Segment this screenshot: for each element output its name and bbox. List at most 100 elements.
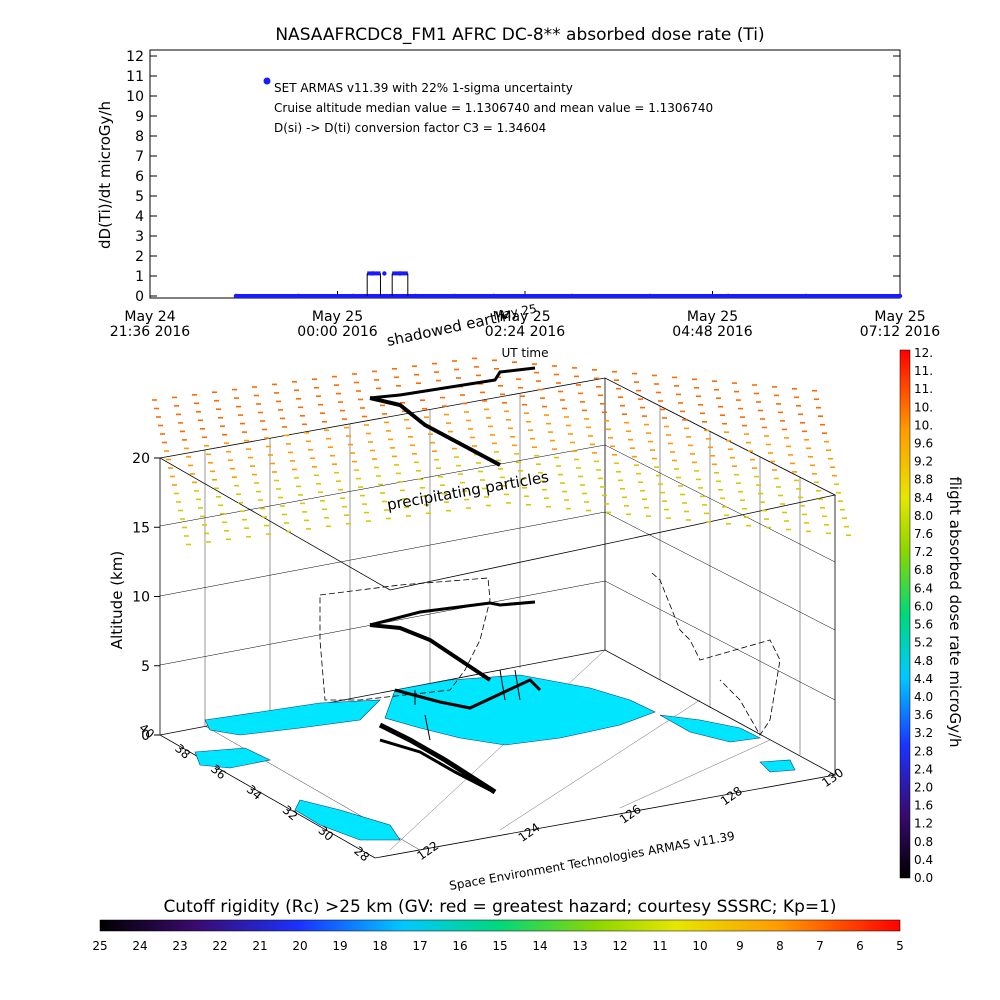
altitude-tick-label: 0 (141, 728, 150, 744)
dose-colorbar-tick-label: 2.0 (914, 780, 933, 794)
landmass-china (204, 699, 381, 736)
rigidity-colorbar-tick-label: 24 (132, 939, 147, 953)
top-y-tick-label: 7 (135, 149, 144, 165)
dose-point (233, 293, 239, 299)
rigidity-colorbar (99, 919, 901, 932)
annotation-precipitating-particles: precipitating particles (386, 468, 551, 514)
latitude-tick-label: 40 (136, 721, 157, 742)
dose-colorbar-tick-label: 8.4 (914, 491, 933, 505)
dose-colorbar-tick-label: 4.8 (914, 654, 933, 668)
rigidity-colorbar-tick-label: 6 (856, 939, 864, 953)
dose-colorbar-tick-label: 0.4 (914, 853, 933, 867)
track-projection-right (651, 572, 781, 736)
dose-colorbar-tick-label: 3.2 (914, 726, 933, 740)
dose-colorbar-tick-label: 7.2 (914, 545, 933, 559)
dose-colorbar-tick-label: 6.8 (914, 563, 933, 577)
dose-colorbar-tick-label: 6.0 (914, 599, 933, 613)
longitude-tick-label: 128 (718, 784, 745, 809)
rigidity-colorbar-tick-label: 8 (776, 939, 784, 953)
dose-colorbar-tick-label: 5.2 (914, 636, 933, 650)
dose-point (491, 293, 496, 299)
dose-colorbar-tick-label: 1.6 (914, 799, 933, 813)
legend-marker (263, 77, 271, 85)
longitude-tick-label: 126 (617, 802, 644, 827)
rigidity-colorbar-ticks: 25 24 23 22 21 20 19 18 17 16 15 14 13 12 11 10 9 8 7 6 5 (92, 939, 903, 953)
annotation-3: D(si) -> D(ti) conversion factor C3 = 1.… (274, 121, 546, 135)
top-x-tick-label: 04:48 2016 (672, 324, 753, 340)
rigidity-colorbar-tick-label: 23 (172, 939, 187, 953)
top-y-tick-label: 12 (126, 49, 144, 65)
dose-point (725, 293, 731, 299)
altitude-tick-label: 15 (132, 520, 150, 536)
top-x-tick-label: May 25 (874, 309, 925, 325)
dose-point (296, 293, 301, 299)
dose-point (382, 271, 387, 276)
rigidity-colorbar-tick-label: 22 (212, 939, 227, 953)
top-y-tick-label: 3 (135, 229, 144, 245)
dose-colorbar-tick-label: 11. (914, 364, 933, 378)
dose-colorbar-tick-label: 10. (914, 400, 933, 414)
dose-colorbar-tick-label: 11. (914, 382, 933, 396)
annotation-1: SET ARMAS v11.39 with 22% 1-sigma uncert… (274, 81, 573, 95)
precipitating-particles-field (152, 357, 851, 546)
dose-colorbar-tick-label: 1.2 (914, 817, 933, 831)
dose-colorbar-tick-label: 9.6 (914, 437, 933, 451)
latitude-tick-label: 34 (244, 782, 265, 803)
top-x-tick-label: May 24 (124, 309, 175, 325)
top-y-tick-label: 11 (126, 69, 144, 85)
chart-title: NASAAFRCDC8_FM1 AFRC DC-8** absorbed dos… (275, 25, 764, 45)
rigidity-colorbar-tick-label: 12 (612, 939, 627, 953)
altitude-axis: 0 5 10 15 20 (132, 451, 160, 744)
dose-colorbar-ticks: 0.0 0.4 0.8 1.2 1.6 2.0 2.4 2.8 3.2 3.6 4.0 4.4 4.8 5… (914, 346, 933, 885)
rigidity-colorbar-tick-label: 14 (532, 939, 547, 953)
rigidity-colorbar-tick-label: 7 (816, 939, 824, 953)
dose-point (350, 293, 356, 299)
top-y-tick-label: 1 (135, 269, 144, 285)
rigidity-colorbar-tick-label: 9 (736, 939, 744, 953)
rigidity-colorbar-tick-label: 17 (412, 939, 427, 953)
annotation-2: Cruise altitude median value = 1.1306740… (274, 101, 713, 115)
landmass-south (294, 799, 401, 841)
top-x-tick-label: May 25 (687, 309, 738, 325)
top-y-tick-label: 0 (135, 289, 144, 305)
top-y-tick-label: 4 (135, 209, 144, 225)
dose-point (413, 293, 418, 299)
dose-colorbar-tick-label: 10. (914, 418, 933, 432)
flight-track-vertical (414, 669, 521, 741)
dose-point (804, 293, 809, 299)
rigidity-colorbar-tick-label: 21 (252, 939, 267, 953)
annotation-shadowed-earth: shadowed earth (385, 307, 507, 350)
top-x-tick-label: May 25 (499, 309, 550, 325)
dose-colorbar-tick-label: 8.0 (914, 509, 933, 523)
latitude-tick-label: 38 (172, 741, 193, 762)
flight-track-3d (369, 366, 542, 795)
altitude-tick-label: 10 (132, 590, 150, 606)
rigidity-colorbar-tick-label: 19 (332, 939, 347, 953)
altitude-tick-label: 20 (132, 451, 150, 467)
top-y-tick-label: 5 (135, 189, 144, 205)
dose-point (647, 293, 653, 299)
top-x-tick-label: May 25 (312, 309, 363, 325)
dose-colorbar-tick-label: 2.8 (914, 744, 933, 758)
dose-colorbar-tick-label: 7.6 (914, 527, 933, 541)
track-projection-left (319, 577, 491, 701)
latitude-tick-label: 28 (351, 844, 372, 865)
dose-point (452, 293, 457, 299)
top-y-tick-label: 9 (135, 109, 144, 125)
dose-colorbar-tick-label: 0.0 (914, 871, 933, 885)
dose-colorbar-tick-label: 4.4 (914, 672, 933, 686)
dose-colorbar-tick-label: 0.8 (914, 835, 933, 849)
landmass-shore (194, 747, 271, 769)
top-x-tick-label: 21:36 2016 (110, 324, 191, 340)
top-x-tick-label: 07:12 2016 (860, 324, 941, 340)
dose-colorbar-tick-label: 6.4 (914, 581, 933, 595)
rigidity-colorbar-label: Cutoff rigidity (Rc) >25 km (GV: red = g… (163, 897, 836, 917)
rigidity-colorbar-tick-label: 15 (492, 939, 507, 953)
dose-colorbar-tick-label: 8.8 (914, 473, 933, 487)
longitude-tick-label: 122 (415, 838, 442, 863)
top-x-tick-label: 00:00 2016 (297, 324, 378, 340)
rigidity-colorbar-tick-label: 25 (92, 939, 107, 953)
top-y-tick-label: 8 (135, 129, 144, 145)
